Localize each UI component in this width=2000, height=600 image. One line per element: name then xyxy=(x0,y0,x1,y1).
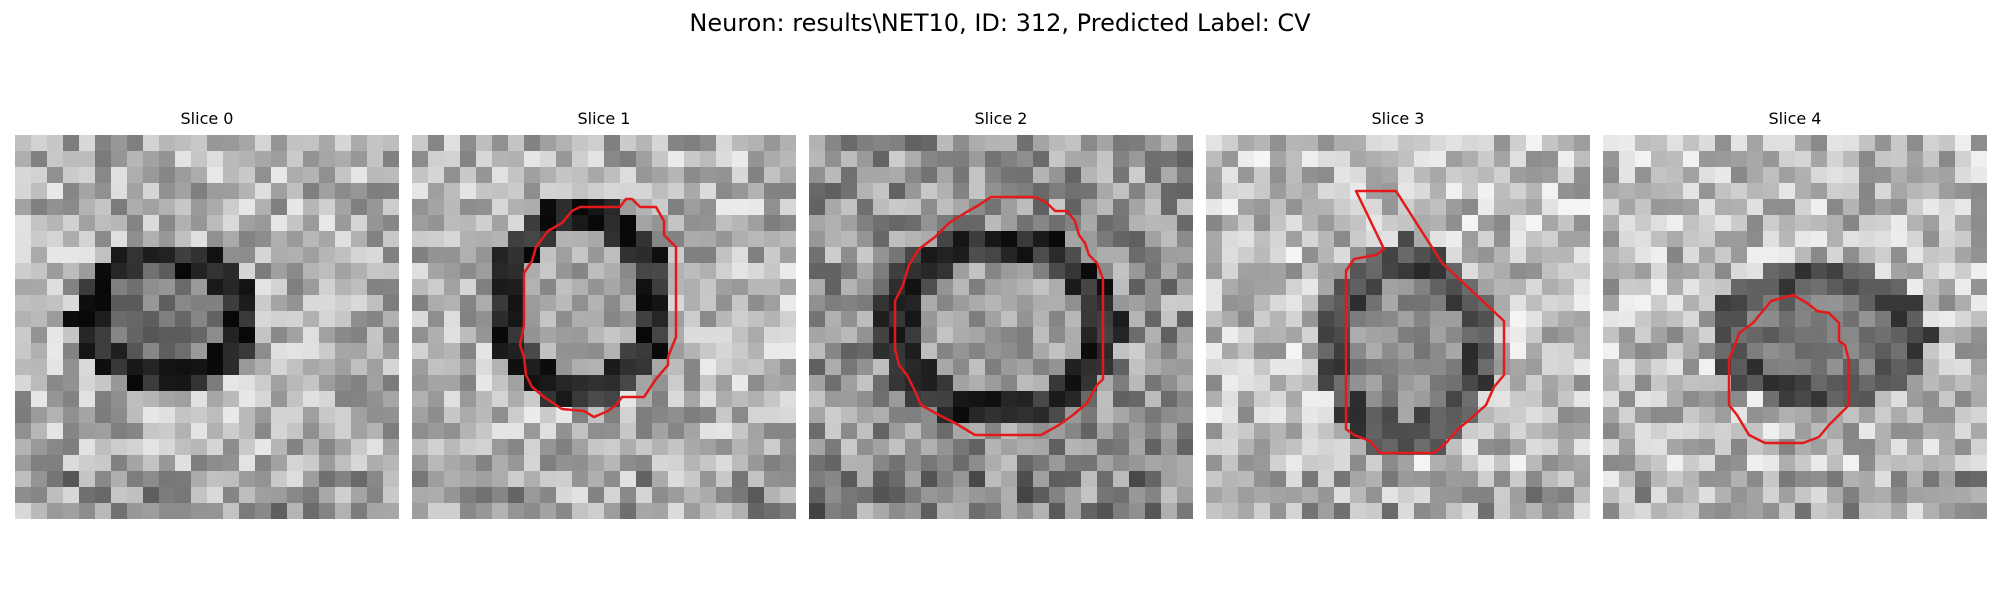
slice-pixels xyxy=(15,135,399,519)
slice-panel-4: Slice 4 xyxy=(1603,108,1987,519)
slice-image-2 xyxy=(809,135,1193,519)
segmentation-contour xyxy=(1727,293,1851,445)
slice-image-1 xyxy=(412,135,796,519)
slice-title-3: Slice 3 xyxy=(1371,109,1425,128)
segmentation-contour xyxy=(518,197,678,419)
slice-pixels xyxy=(412,135,796,519)
figure-title: Neuron: results\NET10, ID: 312, Predicte… xyxy=(689,9,1311,37)
segmentation-contour xyxy=(893,195,1105,437)
slice-title-0: Slice 0 xyxy=(180,109,234,128)
slice-image-0 xyxy=(15,135,399,519)
slice-image-4 xyxy=(1603,135,1987,519)
slice-panel-2: Slice 2 xyxy=(809,108,1193,519)
slice-panel-3: Slice 3 xyxy=(1206,108,1590,519)
slice-image-3 xyxy=(1206,135,1590,519)
slice-panel-0: Slice 0 xyxy=(15,108,399,519)
slice-title-2: Slice 2 xyxy=(974,109,1028,128)
segmentation-contour xyxy=(1344,189,1506,455)
slice-panel-1: Slice 1 xyxy=(412,108,796,519)
slice-pixels xyxy=(809,135,1193,519)
slice-title-4: Slice 4 xyxy=(1768,109,1822,128)
slice-title-1: Slice 1 xyxy=(577,109,631,128)
slice-pixels xyxy=(1603,135,1987,519)
